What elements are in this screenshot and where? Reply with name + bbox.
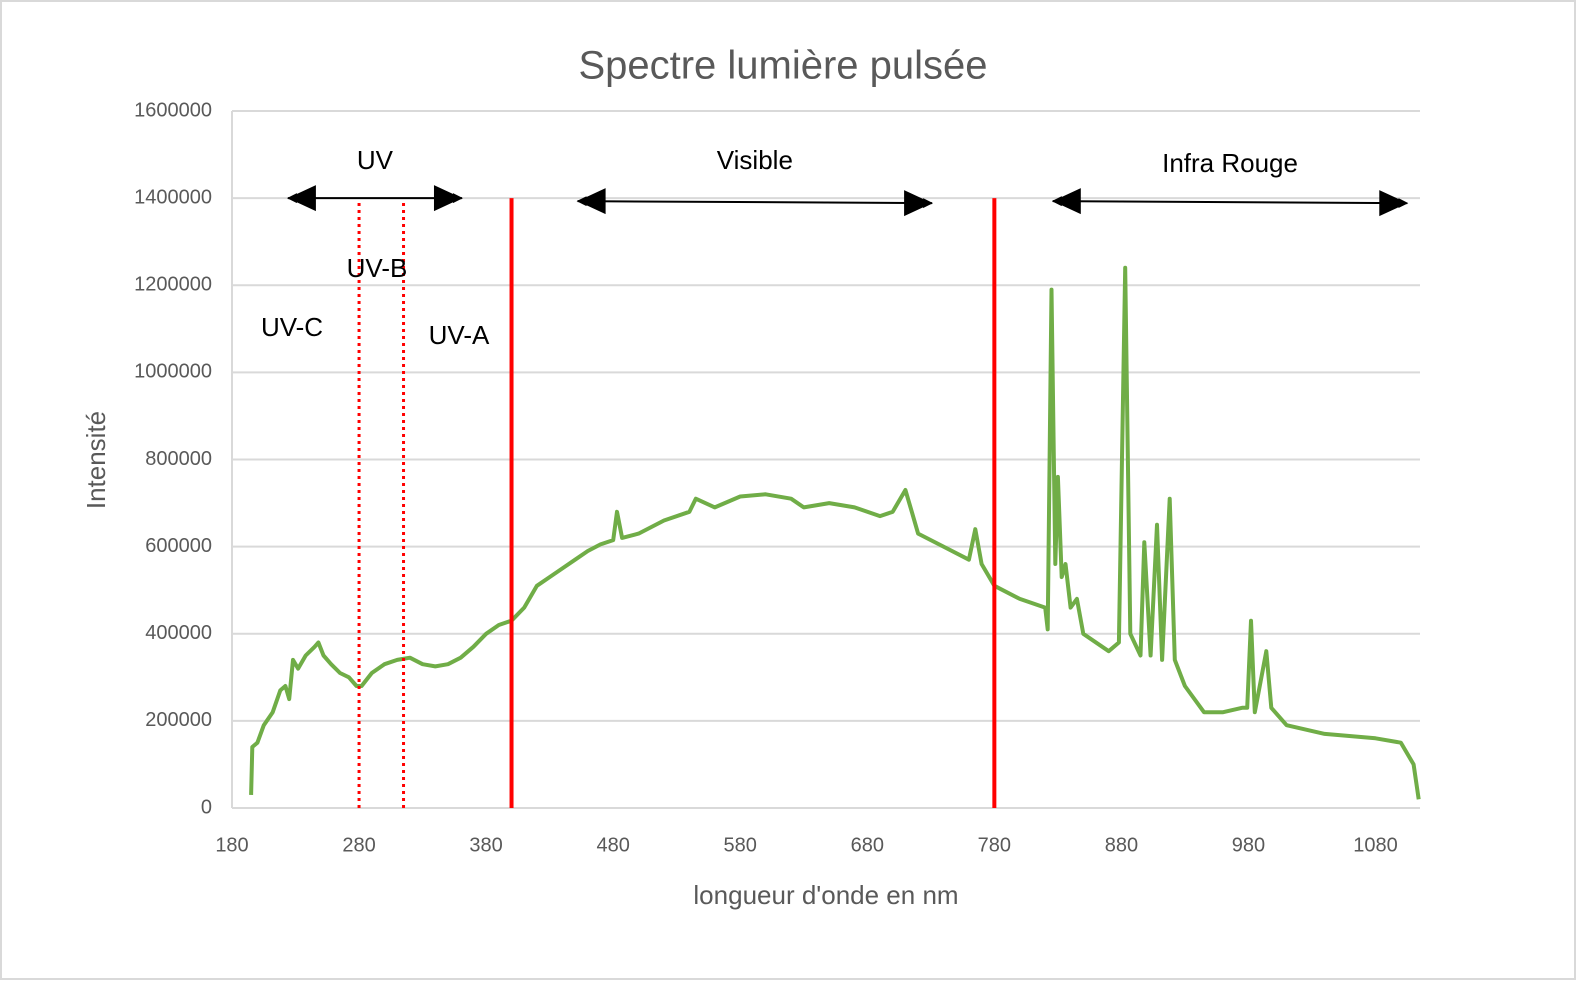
band-label: UV-C [261, 312, 323, 342]
y-tick-label: 1400000 [134, 186, 212, 208]
range-arrow [1051, 196, 1409, 209]
range-label: UV [357, 145, 394, 175]
band-label: UV-A [429, 320, 490, 350]
y-axis-label: Intensité [81, 411, 111, 509]
x-tick-label: 780 [978, 834, 1011, 856]
spectrum-line [249, 265, 1421, 800]
y-tick-label: 1600000 [134, 99, 212, 121]
x-tick-label: 580 [724, 834, 757, 856]
y-tick-label: 600000 [145, 535, 212, 557]
x-axis-label: longueur d'onde en nm [693, 880, 958, 910]
band-label: UV-B [347, 253, 408, 283]
y-tick-label: 1000000 [134, 361, 212, 383]
x-tick-label: 980 [1232, 834, 1265, 856]
y-tick-label: 400000 [145, 622, 212, 644]
x-tick-label: 680 [851, 834, 884, 856]
range-label: Visible [717, 145, 793, 175]
x-tick-label: 480 [596, 834, 629, 856]
x-tick-label: 880 [1105, 834, 1138, 856]
x-tick-label: 280 [342, 834, 375, 856]
y-tick-label: 1200000 [134, 274, 212, 296]
y-tick-label: 200000 [145, 709, 212, 731]
range-arrow [576, 196, 934, 209]
y-tick-label: 800000 [145, 448, 212, 470]
chart-title: Spectre lumière pulsée [578, 44, 987, 88]
x-tick-label: 1080 [1353, 834, 1398, 856]
x-tick-label: 180 [215, 834, 248, 856]
x-tick-label: 380 [469, 834, 502, 856]
y-tick-label: 0 [201, 796, 212, 818]
range-label: Infra Rouge [1162, 148, 1298, 178]
